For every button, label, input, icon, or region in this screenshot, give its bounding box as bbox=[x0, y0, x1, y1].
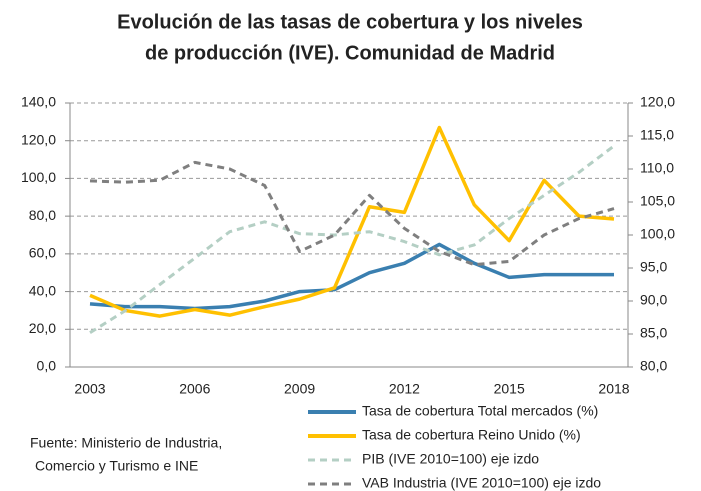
y2-tick-label: 100,0 bbox=[640, 226, 675, 242]
series-line bbox=[89, 160, 615, 267]
y-tick-label: 100,0 bbox=[21, 169, 56, 185]
x-tick-label: 2006 bbox=[179, 381, 210, 397]
x-tick-label: 2018 bbox=[598, 381, 629, 397]
y2-tick-label: 85,0 bbox=[640, 325, 667, 341]
legend-label: Tasa de cobertura Reino Unido (%) bbox=[362, 427, 581, 443]
y-tick-label: 20,0 bbox=[29, 320, 56, 336]
y2-tick-label: 90,0 bbox=[640, 292, 667, 308]
y2-tick-label: 110,0 bbox=[640, 160, 674, 176]
y-tick-label: 120,0 bbox=[21, 131, 56, 147]
y-tick-label: 60,0 bbox=[29, 245, 56, 261]
x-tick-label: 2012 bbox=[389, 381, 420, 397]
chart-title: de producción (IVE). Comunidad de Madrid bbox=[145, 42, 555, 64]
y2-tick-label: 120,0 bbox=[640, 94, 675, 110]
y-tick-label: 0,0 bbox=[37, 358, 57, 374]
y2-tick-label: 105,0 bbox=[640, 193, 675, 209]
x-tick-label: 2003 bbox=[74, 381, 105, 397]
series-line bbox=[89, 242, 614, 311]
series-line bbox=[89, 125, 615, 318]
y2-tick-label: 80,0 bbox=[640, 358, 667, 374]
y2-tick-label: 95,0 bbox=[640, 259, 667, 275]
source-note: Comercio y Turismo e INE bbox=[35, 458, 198, 474]
x-tick-label: 2009 bbox=[284, 381, 315, 397]
y-tick-label: 40,0 bbox=[29, 282, 56, 298]
legend-label: PIB (IVE 2010=100) eje izdo bbox=[362, 451, 539, 467]
legend-label: VAB Industria (IVE 2010=100) eje izdo bbox=[362, 475, 601, 491]
legend-label: Tasa de cobertura Total mercados (%) bbox=[362, 403, 598, 419]
chart-title: Evolución de las tasas de cobertura y lo… bbox=[117, 11, 583, 33]
source-note: Fuente: Ministerio de Industria, bbox=[30, 435, 222, 451]
y-tick-label: 80,0 bbox=[29, 207, 56, 223]
x-tick-label: 2015 bbox=[494, 381, 525, 397]
series-line bbox=[89, 144, 615, 334]
y2-tick-label: 115,0 bbox=[640, 127, 674, 143]
y-tick-label: 140,0 bbox=[21, 94, 56, 110]
